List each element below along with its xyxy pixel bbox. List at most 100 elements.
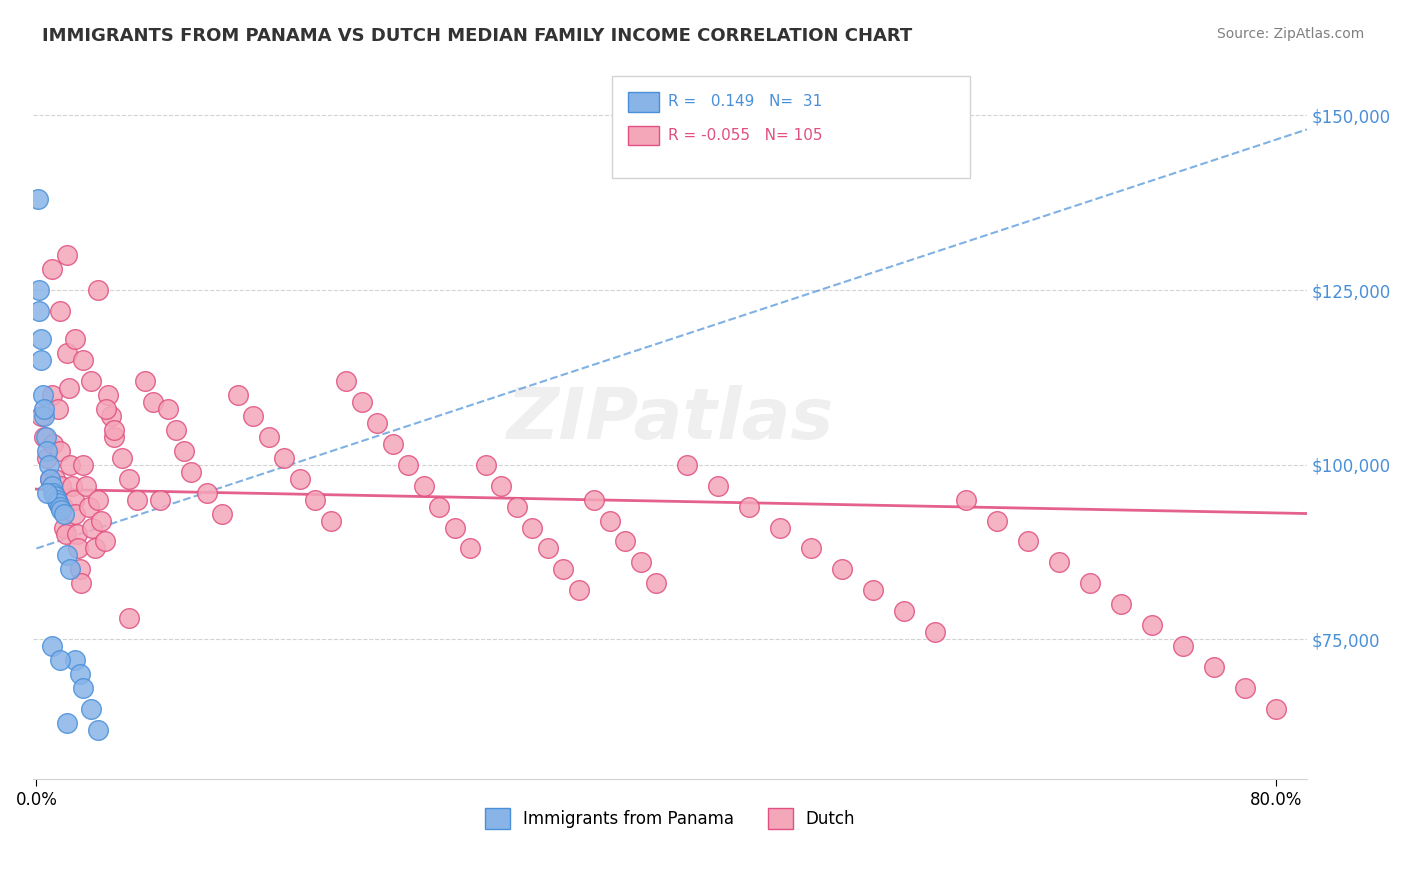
Point [45, 492, 67, 507]
Point [599, 514, 621, 528]
Text: IMMIGRANTS FROM PANAMA VS DUTCH MEDIAN FAMILY INCOME CORRELATION CHART: IMMIGRANTS FROM PANAMA VS DUTCH MEDIAN F… [42, 27, 912, 45]
Point [134, 374, 156, 388]
Point [1264, 702, 1286, 716]
Text: ZIPatlas: ZIPatlas [506, 384, 834, 454]
Point [173, 443, 195, 458]
Point [381, 436, 404, 450]
Point [52, 500, 75, 514]
Point [60, 478, 83, 492]
Point [32, 409, 55, 423]
Point [118, 472, 141, 486]
Point [97, 388, 120, 402]
Point [56, 248, 79, 262]
Point [537, 541, 560, 556]
Point [862, 583, 884, 598]
Point [553, 562, 575, 576]
Point [522, 520, 544, 534]
Legend: Immigrants from Panama, Dutch: Immigrants from Panama, Dutch [478, 802, 862, 835]
Point [48, 500, 70, 514]
Point [924, 625, 946, 640]
Point [56, 346, 79, 360]
Point [41, 478, 63, 492]
Point [90, 514, 112, 528]
Point [505, 500, 527, 514]
Point [489, 478, 512, 492]
Point [87, 492, 110, 507]
Point [127, 492, 149, 507]
Point [30, 409, 52, 423]
Point [93, 534, 115, 549]
Text: Source: ZipAtlas.com: Source: ZipAtlas.com [1216, 27, 1364, 41]
Point [226, 388, 249, 402]
Point [63, 332, 86, 346]
Point [396, 458, 419, 472]
Point [44, 489, 66, 503]
Point [39, 472, 62, 486]
Point [41, 639, 63, 653]
Text: R =   0.149   N=  31: R = 0.149 N= 31 [668, 95, 823, 109]
Point [59, 562, 82, 576]
Point [257, 430, 280, 444]
Point [38, 458, 60, 472]
Point [94, 401, 117, 416]
Point [211, 507, 233, 521]
Point [955, 492, 977, 507]
Point [304, 492, 326, 507]
Point [75, 478, 97, 492]
Point [149, 492, 172, 507]
Point [56, 716, 79, 731]
Point [48, 304, 70, 318]
Point [79, 374, 101, 388]
Point [69, 562, 91, 576]
Point [72, 352, 94, 367]
Point [46, 401, 69, 416]
Point [893, 604, 915, 618]
Point [62, 492, 84, 507]
Point [53, 520, 76, 534]
Point [645, 576, 668, 591]
Point [103, 430, 125, 444]
Point [79, 702, 101, 716]
Point [195, 485, 218, 500]
Point [103, 423, 125, 437]
Point [458, 541, 481, 556]
Point [58, 381, 80, 395]
Point [39, 472, 62, 486]
Point [427, 500, 450, 514]
Point [350, 394, 373, 409]
Point [77, 500, 100, 514]
Point [1017, 534, 1039, 549]
Point [32, 401, 55, 416]
Point [412, 478, 434, 492]
Point [800, 541, 823, 556]
Point [1233, 681, 1256, 695]
Point [41, 388, 63, 402]
Point [288, 472, 311, 486]
Point [48, 653, 70, 667]
Point [1078, 576, 1101, 591]
Point [769, 520, 792, 534]
Point [27, 192, 49, 206]
Point [583, 492, 606, 507]
Point [118, 611, 141, 625]
Point [242, 409, 264, 423]
Point [474, 458, 496, 472]
Point [366, 416, 388, 430]
Point [31, 388, 53, 402]
Point [1047, 556, 1070, 570]
Point [110, 450, 132, 465]
Point [63, 653, 86, 667]
Text: R = -0.055   N= 105: R = -0.055 N= 105 [668, 128, 823, 143]
Point [45, 492, 67, 507]
Point [87, 723, 110, 737]
Point [986, 514, 1008, 528]
Point [70, 576, 93, 591]
Point [82, 520, 104, 534]
Point [100, 409, 122, 423]
Point [676, 458, 699, 472]
Point [30, 332, 52, 346]
Point [42, 485, 65, 500]
Point [69, 667, 91, 681]
Point [51, 503, 73, 517]
Point [1171, 639, 1194, 653]
